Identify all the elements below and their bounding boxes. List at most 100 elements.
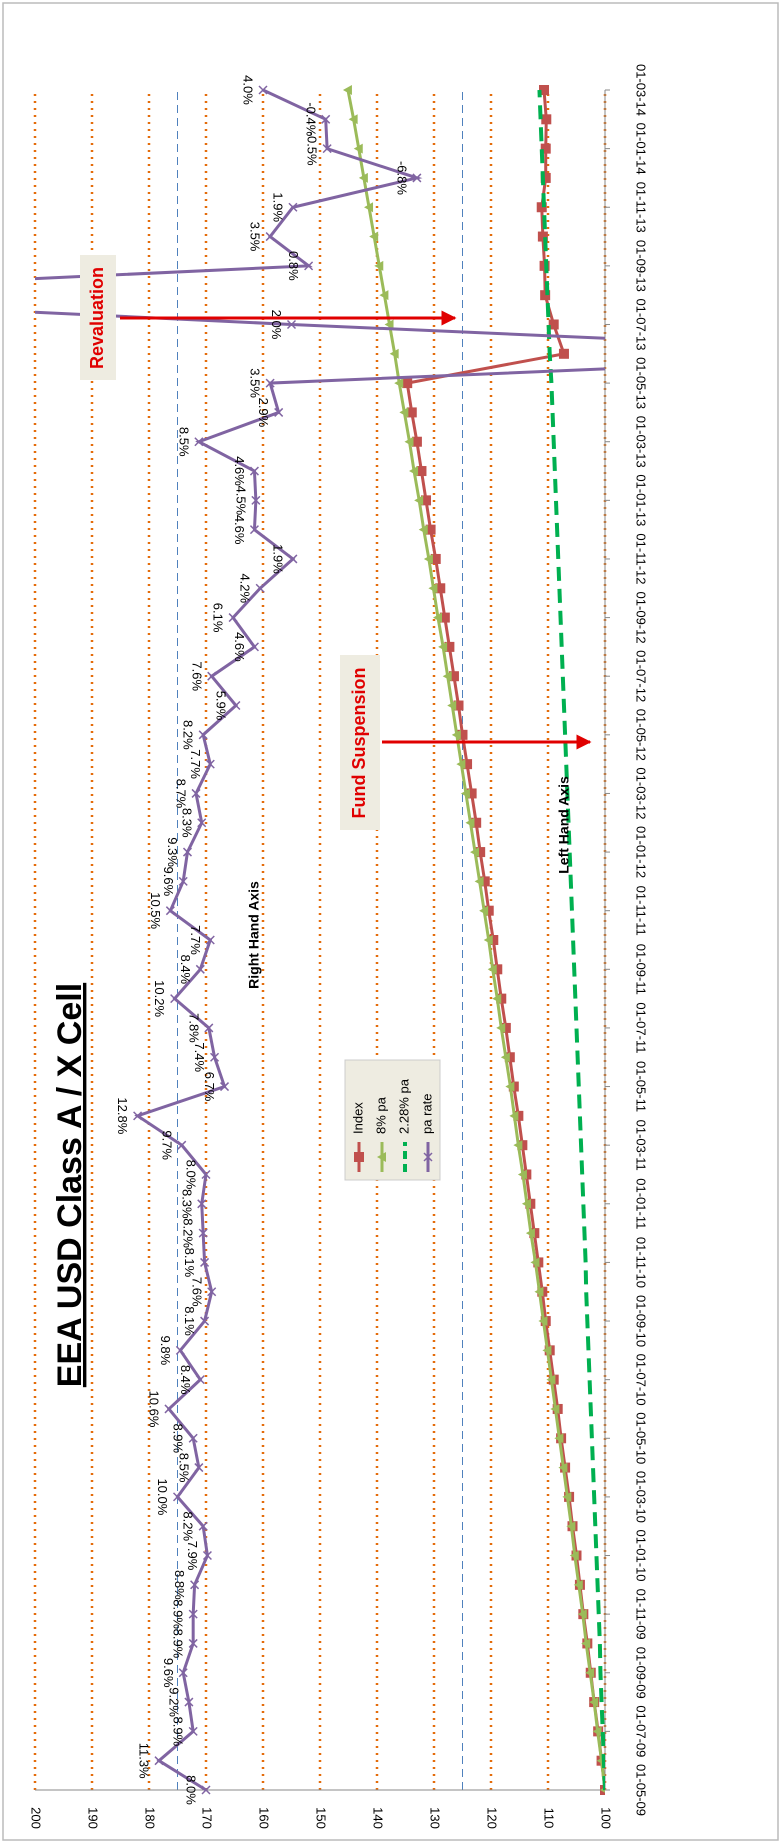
data-label: 5.9% — [213, 691, 228, 721]
point-marker — [265, 232, 275, 242]
point-marker — [164, 1404, 174, 1414]
x-tick-label: 01-07-09 — [634, 1705, 649, 1757]
point-marker — [554, 1433, 564, 1444]
data-label: -0.5% — [305, 132, 320, 166]
point-marker — [389, 348, 399, 359]
data-label: 8.9% — [171, 1423, 186, 1453]
point-marker — [188, 1638, 198, 1648]
series-line — [537, 89, 605, 1791]
x-tick-label: 01-03-12 — [634, 767, 649, 819]
point-marker — [197, 1199, 207, 1209]
x-tick-label: 01-01-12 — [634, 826, 649, 878]
x-tick-label: 01-11-09 — [634, 1589, 649, 1640]
point-marker — [534, 1286, 544, 1297]
x-tick-label: 01-03-11 — [634, 1120, 649, 1171]
data-label: 7.6% — [189, 1277, 204, 1307]
axis-note: Right Hand Axis — [246, 881, 262, 989]
data-label: 8.2% — [181, 1511, 196, 1541]
data-label: 4.6% — [232, 515, 247, 545]
point-marker — [188, 1433, 198, 1443]
point-marker — [274, 407, 284, 417]
point-marker — [500, 1052, 510, 1063]
point-marker — [399, 407, 409, 418]
plot-area — [35, 85, 605, 1795]
point-marker — [200, 1316, 210, 1326]
point-marker — [496, 1022, 506, 1033]
point-marker — [255, 583, 265, 593]
data-label: 9.6% — [161, 867, 176, 897]
x-tick-label: 01-07-11 — [634, 1002, 649, 1053]
data-label: 7.8% — [186, 1013, 201, 1043]
annotations: Revaluation Fund Suspension Right Hand A… — [80, 255, 592, 989]
point-marker — [321, 114, 331, 124]
point-marker — [409, 466, 419, 477]
point-marker — [513, 1140, 523, 1151]
data-label: 8.0% — [184, 1160, 199, 1190]
point-marker — [550, 1403, 560, 1414]
data-label: 8.2% — [181, 720, 196, 750]
x-tick-label: 01-03-13 — [634, 416, 649, 468]
point-marker — [364, 202, 374, 213]
data-label: 4.0% — [241, 75, 256, 105]
point-marker — [198, 1521, 208, 1531]
data-label: -6.8% — [394, 161, 409, 195]
point-marker — [219, 1082, 230, 1092]
point-marker — [505, 1081, 515, 1092]
point-marker — [517, 1169, 527, 1180]
point-marker — [197, 818, 207, 828]
point-marker — [358, 172, 368, 183]
data-label: 8.8% — [172, 1570, 187, 1600]
point-marker — [439, 612, 450, 623]
point-marker — [589, 1697, 599, 1708]
point-marker — [432, 612, 442, 623]
data-label: 7.7% — [188, 925, 203, 955]
x-tick-label: 01-05-13 — [634, 357, 649, 409]
point-marker — [154, 1756, 164, 1766]
point-marker — [509, 1110, 519, 1121]
point-marker — [479, 905, 489, 916]
point-marker — [207, 671, 217, 681]
point-marker — [265, 378, 275, 388]
point-marker — [249, 466, 259, 476]
point-marker — [348, 114, 358, 125]
data-label: 3.5% — [248, 368, 263, 398]
point-marker — [581, 1638, 591, 1649]
data-label: 9.2% — [166, 1687, 181, 1717]
point-marker — [249, 642, 259, 652]
point-marker — [191, 788, 201, 798]
point-marker — [546, 1374, 556, 1385]
point-marker — [577, 1609, 587, 1620]
data-label: 9.3% — [165, 837, 180, 867]
annotation-text: Fund Suspension — [349, 668, 369, 819]
point-marker — [525, 1228, 535, 1239]
y-tick-label: 180 — [143, 1807, 158, 1829]
x-tick-label: 01-01-11 — [634, 1178, 649, 1229]
data-label: 6.1% — [211, 603, 226, 633]
x-tick-label: 01-09-12 — [634, 592, 649, 644]
x-tick-label: 01-07-13 — [634, 298, 649, 350]
data-label: 9.6% — [161, 1658, 176, 1688]
point-marker — [369, 231, 379, 242]
point-marker — [353, 143, 363, 154]
point-marker — [569, 1550, 579, 1561]
point-marker — [585, 1667, 595, 1678]
point-marker — [521, 1198, 531, 1209]
y-tick-label: 150 — [314, 1807, 329, 1829]
point-marker — [194, 1463, 204, 1473]
point-marker — [172, 1492, 183, 1502]
legend-label: Index — [350, 1102, 365, 1134]
data-label: 0.8% — [286, 251, 301, 281]
point-marker — [423, 1152, 433, 1162]
point-marker — [190, 1580, 200, 1590]
x-tick-label: 01-09-10 — [634, 1295, 649, 1347]
point-marker — [465, 817, 475, 828]
point-marker — [562, 1491, 572, 1502]
point-marker — [492, 993, 502, 1004]
data-label: 8.3% — [179, 808, 194, 838]
point-marker — [414, 495, 424, 506]
x-tick-label: 01-09-11 — [634, 944, 649, 995]
data-label: 9.7% — [159, 1130, 174, 1160]
point-marker — [425, 524, 436, 535]
x-tick-label: 01-03-14 — [634, 64, 649, 116]
y-tick-label: 200 — [29, 1807, 44, 1829]
